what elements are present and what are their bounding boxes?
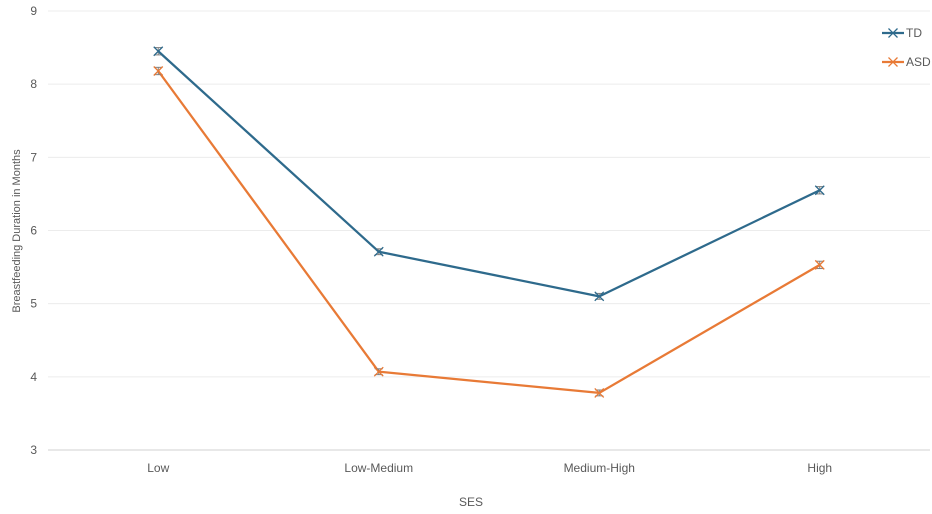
legend-item-td: TD <box>882 26 922 40</box>
x-tick-label: High <box>807 461 832 475</box>
series-td <box>153 46 825 302</box>
y-tick-label: 5 <box>30 297 37 311</box>
legend-marker <box>888 28 898 38</box>
legend-marker <box>888 57 898 67</box>
y-axis-ticks: 3 4 5 6 7 8 9 <box>30 4 37 457</box>
legend: TD ASD <box>882 26 931 69</box>
series-lines <box>153 46 825 398</box>
gridlines <box>48 10 930 451</box>
x-axis-title: SES <box>459 495 483 509</box>
series-asd <box>153 66 825 398</box>
data-point-marker <box>814 185 825 196</box>
x-axis-ticks: Low Low-Medium Medium-High High <box>147 461 832 475</box>
y-tick-label: 8 <box>30 77 37 91</box>
y-tick-label: 3 <box>30 443 37 457</box>
y-axis-title: Breastfeeding Duration in Months <box>11 149 23 313</box>
legend-label: TD <box>906 26 922 40</box>
x-tick-label: Medium-High <box>564 461 635 475</box>
y-tick-label: 9 <box>30 4 37 18</box>
y-tick-label: 7 <box>30 150 37 164</box>
data-point-marker <box>373 366 384 377</box>
y-tick-label: 4 <box>30 370 37 384</box>
data-point-marker <box>153 46 164 57</box>
x-tick-label: Low-Medium <box>344 461 413 475</box>
data-point-marker <box>153 66 164 76</box>
legend-item-asd: ASD <box>882 55 931 69</box>
legend-label: ASD <box>906 55 931 69</box>
series-line <box>157 70 821 395</box>
data-point-marker <box>814 259 825 270</box>
y-tick-label: 6 <box>30 224 37 238</box>
data-point-marker <box>373 246 384 257</box>
data-point-marker <box>594 291 605 302</box>
x-tick-label: Low <box>147 461 169 475</box>
data-point-marker <box>594 387 605 398</box>
series-line <box>157 50 821 298</box>
